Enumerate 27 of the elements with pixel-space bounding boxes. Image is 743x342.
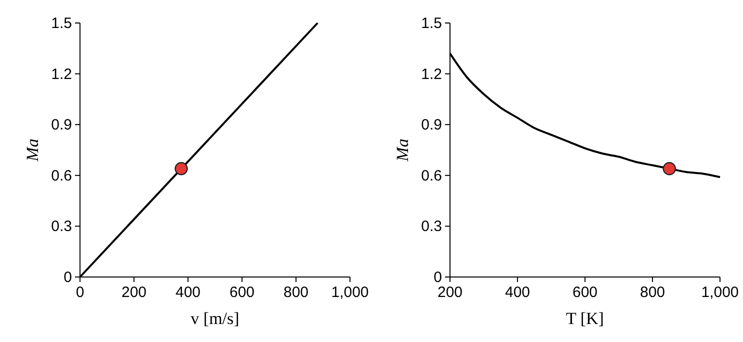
- y-axis-title: Ma: [393, 138, 412, 162]
- x-tick-label: 200: [121, 284, 147, 301]
- x-tick-label: 400: [504, 284, 530, 301]
- y-tick-label: 1.5: [421, 15, 442, 32]
- y-tick-label: 0.9: [51, 116, 72, 134]
- y-tick-label: 0.6: [51, 167, 72, 184]
- x-tick-label: 1,000: [701, 284, 739, 301]
- x-tick-label: 0: [76, 284, 84, 301]
- x-axis-title: v [m/s]: [190, 309, 240, 328]
- y-tick-label: 0: [434, 269, 442, 286]
- x-tick-label: 800: [283, 284, 309, 301]
- x-tick-label: 600: [229, 284, 255, 301]
- y-tick-label: 0.6: [421, 167, 442, 184]
- x-tick-label: 200: [437, 284, 463, 301]
- y-tick-label: 0: [64, 269, 72, 286]
- y-tick-label: 0.3: [51, 218, 72, 236]
- x-tick-label: 1,000: [331, 284, 369, 301]
- x-tick-label: 800: [640, 284, 666, 301]
- y-tick-label: 1.2: [421, 66, 442, 83]
- x-tick-label: 400: [175, 284, 201, 301]
- y-tick-label: 1.2: [51, 66, 72, 83]
- x-axis-title: T [K]: [566, 309, 604, 328]
- y-tick-label: 0.3: [421, 218, 442, 236]
- y-tick-label: 1.5: [51, 15, 72, 32]
- y-axis-title: Ma: [23, 138, 42, 162]
- x-tick-label: 600: [572, 284, 598, 301]
- y-tick-label: 0.9: [421, 116, 442, 134]
